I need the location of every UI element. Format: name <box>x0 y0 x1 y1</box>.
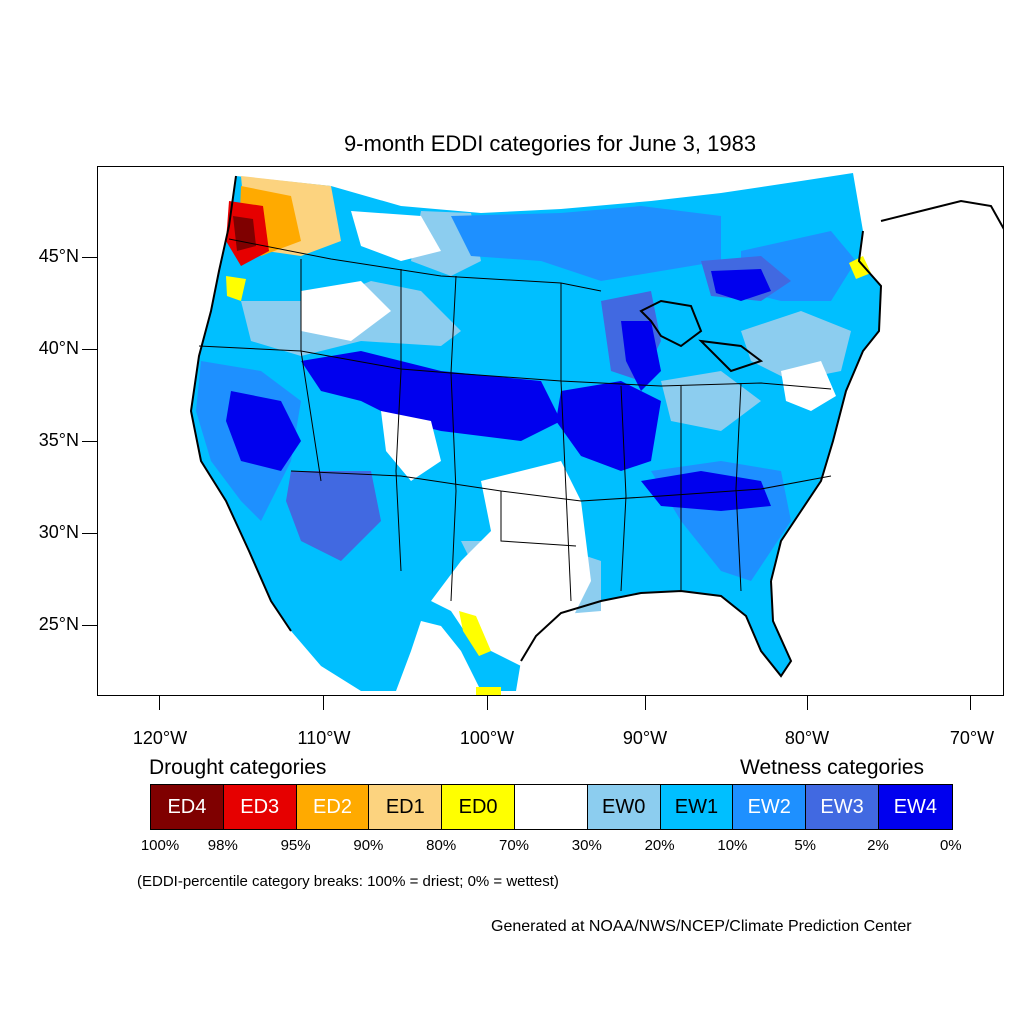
lon-label-100w: 100°W <box>459 728 515 748</box>
ew4-region <box>641 471 771 511</box>
ew4-region <box>226 391 301 471</box>
legend-box-ed1: ED1 <box>369 785 443 829</box>
legend-break-label: 70% <box>498 837 530 854</box>
legend-break-label: 10% <box>717 837 748 854</box>
category-note: (EDDI-percentile category breaks: 100% =… <box>137 873 559 890</box>
lon-tick <box>970 696 971 710</box>
state-boundary <box>300 259 322 482</box>
state-boundary <box>735 382 742 592</box>
coastline-gulf <box>520 580 793 678</box>
near-normal-region <box>351 211 441 261</box>
great-lakes <box>698 339 764 373</box>
lon-tick <box>159 696 160 710</box>
lon-label-70w: 70°W <box>949 728 995 748</box>
lat-tick <box>82 441 97 442</box>
legend-box-ed4: ED4 <box>151 785 224 829</box>
lat-label-45: 45°N <box>38 246 79 266</box>
legend-box-ed0: ED0 <box>442 785 515 829</box>
legend-colorbar: ED4 ED3 ED2 ED1 ED0 EW0 EW1 EW2 EW3 EW4 <box>150 784 953 830</box>
ew2-region <box>451 206 721 281</box>
legend-break-label: 0% <box>939 837 962 854</box>
legend-box-ew4: EW4 <box>878 785 952 829</box>
state-boundary <box>620 385 627 592</box>
near-normal-region <box>301 281 391 341</box>
ed0-region <box>849 256 871 279</box>
near-normal-region <box>781 361 836 411</box>
state-boundary <box>500 491 577 547</box>
ew0-region <box>741 311 851 381</box>
legend-box-normal <box>514 785 588 829</box>
lat-label-40: 40°N <box>38 338 79 358</box>
ed4-region <box>233 216 256 251</box>
lat-tick <box>82 257 97 258</box>
lat-tick <box>82 625 97 626</box>
ed0-region <box>459 611 491 656</box>
map-title: 9-month EDDI categories for June 3, 1983 <box>343 131 757 156</box>
lat-label-30: 30°N <box>38 522 79 542</box>
wetness-heading: Wetness categories <box>740 756 925 779</box>
state-boundary <box>450 275 457 602</box>
coastline-east <box>770 230 883 582</box>
credit-line: Generated at NOAA/NWS/NCEP/Climate Predi… <box>491 918 912 935</box>
ew4-region <box>556 381 661 471</box>
lon-tick <box>645 696 646 710</box>
map-panel <box>97 166 1004 696</box>
ed0-region <box>476 687 501 695</box>
ew3-region <box>286 471 381 561</box>
legend-break-label: 98% <box>207 837 238 854</box>
lat-tick <box>82 349 97 350</box>
lon-label-90w: 90°W <box>622 728 668 748</box>
drought-heading: Drought categories <box>149 756 327 779</box>
coastline-west <box>189 175 292 632</box>
legend-break-label: 20% <box>644 837 675 854</box>
legend-box-ed3: ED3 <box>223 785 297 829</box>
ed0-region <box>226 276 246 301</box>
legend-box-ed2: ED2 <box>296 785 370 829</box>
legend-break-label: 100% <box>140 837 180 854</box>
near-normal-region <box>381 411 441 481</box>
legend-break-label: 2% <box>867 837 889 854</box>
legend-box-ew2: EW2 <box>733 785 807 829</box>
lat-label-35: 35°N <box>38 430 79 450</box>
legend-break-label: 90% <box>353 837 384 854</box>
legend-break-label: 30% <box>571 837 602 854</box>
lon-tick <box>487 696 488 710</box>
state-boundary <box>198 345 832 390</box>
legend-box-ew0: EW0 <box>587 785 661 829</box>
legend-box-ew1: EW1 <box>660 785 734 829</box>
ew4-region <box>711 269 771 301</box>
canada-coast <box>880 199 1003 230</box>
lon-tick <box>323 696 324 710</box>
ew4-region <box>621 321 661 391</box>
state-boundary <box>290 470 832 502</box>
lon-label-80w: 80°W <box>784 728 830 748</box>
legend-box-ew3: EW3 <box>806 785 879 829</box>
legend-break-label: 80% <box>426 837 457 854</box>
eddi-map <box>189 173 1003 695</box>
legend-break-label: 5% <box>794 837 817 854</box>
state-boundary <box>395 269 402 572</box>
canada-border <box>228 238 602 292</box>
lon-label-110w: 110°W <box>297 728 351 748</box>
lon-label-120w: 120°W <box>132 728 188 748</box>
legend-break-label: 95% <box>280 837 311 854</box>
ew0-region <box>661 371 761 431</box>
lat-label-25: 25°N <box>38 614 79 634</box>
lon-tick <box>807 696 808 710</box>
ew4-region <box>301 351 561 441</box>
lat-tick <box>82 533 97 534</box>
great-lakes <box>639 299 703 348</box>
